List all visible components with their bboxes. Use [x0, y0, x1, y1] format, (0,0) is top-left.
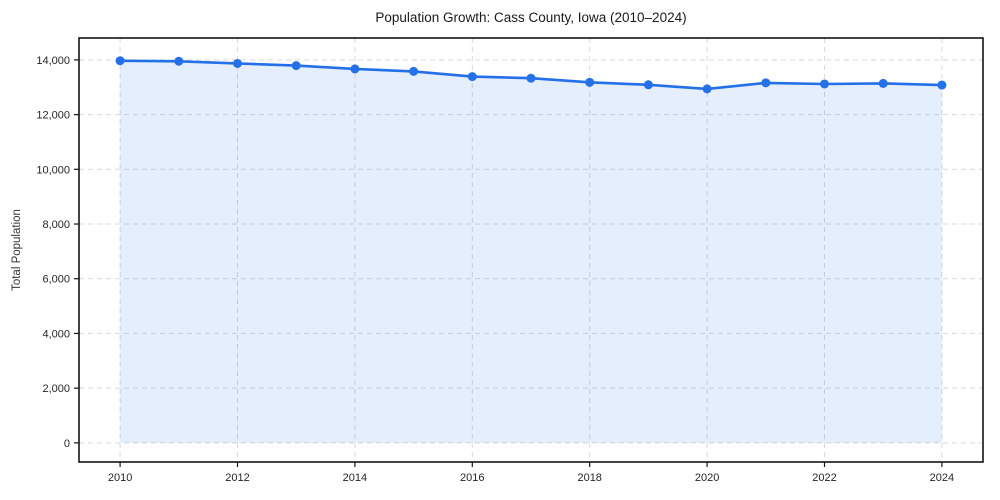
y-tick-label: 2,000 [42, 383, 70, 395]
y-tick-label: 0 [64, 438, 70, 450]
data-point [350, 64, 360, 74]
y-tick-label: 10,000 [36, 164, 70, 176]
data-point [232, 58, 242, 68]
y-tick-label: 4,000 [42, 328, 70, 340]
chart-title: Population Growth: Cass County, Iowa (20… [375, 10, 687, 25]
x-tick-label: 2018 [577, 472, 601, 484]
x-tick-label: 2012 [225, 472, 249, 484]
x-tick-label: 2022 [812, 472, 836, 484]
y-axis-label: Total Population [11, 209, 23, 291]
plot-frame [78, 37, 984, 463]
data-point [585, 77, 595, 87]
y-tick-label: 14,000 [36, 55, 70, 67]
data-point [467, 72, 477, 82]
data-point [820, 79, 830, 89]
x-tick-label: 2020 [695, 472, 719, 484]
data-point [291, 61, 301, 71]
data-point [409, 66, 419, 76]
data-point [878, 78, 888, 88]
data-point [115, 56, 125, 66]
data-point [643, 80, 653, 90]
x-tick-label: 2010 [108, 472, 132, 484]
data-point [174, 56, 184, 66]
x-tick-label: 2016 [460, 472, 484, 484]
data-point [937, 80, 947, 90]
y-tick-label: 12,000 [36, 110, 70, 122]
data-point [702, 84, 712, 94]
x-tick-label: 2024 [930, 472, 954, 484]
y-tick-label: 6,000 [42, 274, 70, 286]
x-tick-label: 2014 [343, 472, 367, 484]
data-point [761, 78, 771, 88]
data-point [526, 73, 536, 83]
y-tick-label: 8,000 [42, 219, 70, 231]
area-fill [120, 60, 942, 443]
